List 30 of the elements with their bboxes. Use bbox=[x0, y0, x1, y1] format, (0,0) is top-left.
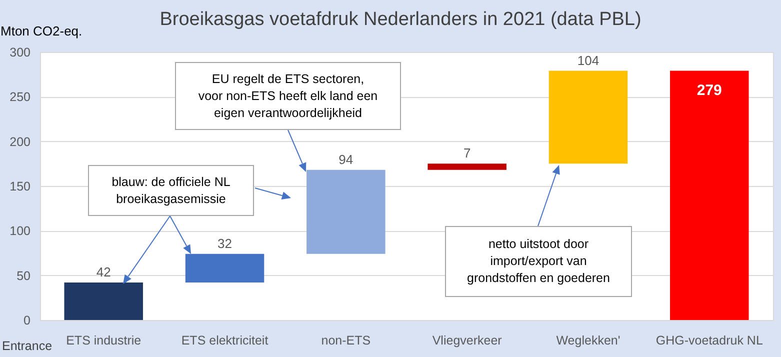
y-tick-label: 50 bbox=[16, 268, 31, 283]
bar bbox=[64, 282, 143, 320]
y-tick-label: 0 bbox=[24, 314, 31, 328]
data-label: 94 bbox=[338, 152, 354, 167]
bar bbox=[306, 170, 386, 254]
bar bbox=[548, 70, 628, 164]
x-tick-label: ETS industrie bbox=[66, 334, 142, 348]
y-tick-label: 300 bbox=[10, 46, 31, 60]
y-tick-label: 100 bbox=[10, 224, 31, 238]
x-tick-label: ETS elektriciteit bbox=[181, 334, 269, 348]
bar bbox=[670, 70, 749, 320]
data-label: 7 bbox=[463, 146, 471, 161]
data-label: 279 bbox=[696, 82, 722, 99]
text: Entrance bbox=[2, 339, 52, 353]
data-label: 104 bbox=[577, 52, 600, 68]
y-tick-label: 250 bbox=[10, 90, 31, 104]
chart-title: Broeikasgas voetafdruk Nederlanders in 2021 (data PBL) bbox=[160, 9, 642, 30]
callout-box: EU regelt de ETS sectoren, voor non-ETS heeft elk land een eigen verantwoordelijkheid bbox=[175, 62, 401, 130]
y-tick-label: 200 bbox=[10, 134, 31, 149]
callout-box: blauw: de officiele NL broeikasgasemissie bbox=[88, 165, 254, 216]
callout-box: netto uitstoot door import/export van grondstoffen en goederen bbox=[445, 226, 632, 297]
y-tick-label: 150 bbox=[10, 180, 31, 194]
x-tick-label: Vliegverkeer bbox=[432, 334, 502, 348]
bar bbox=[428, 164, 506, 170]
x-tick-label: GHG-voetadruk NL bbox=[656, 334, 763, 348]
x-tick-label: Weglekken' bbox=[556, 334, 620, 348]
y-axis-title: Mton CO2-eq. bbox=[0, 24, 82, 38]
data-label: 32 bbox=[218, 236, 232, 251]
data-label: 42 bbox=[96, 264, 111, 280]
x-tick-label: non-ETS bbox=[321, 334, 371, 348]
